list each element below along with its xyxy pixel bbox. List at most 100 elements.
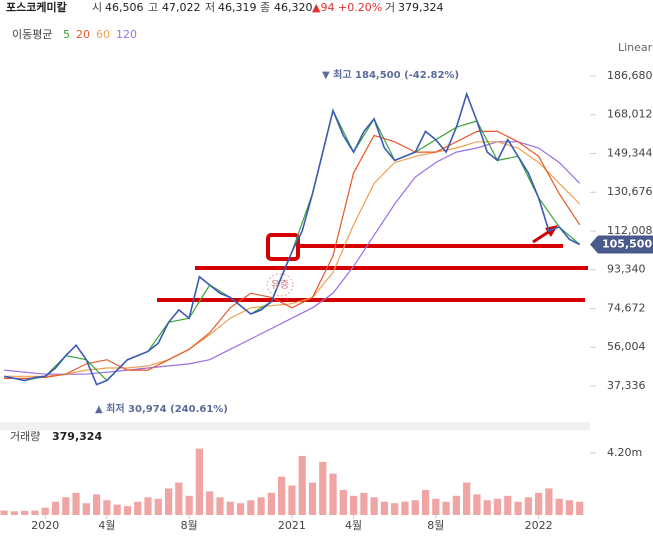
low: 46,319: [218, 1, 257, 14]
volume-bar: [247, 500, 255, 515]
volume-bar: [360, 492, 368, 515]
open-label: 시: [92, 1, 102, 14]
close: 46,320: [274, 1, 313, 14]
volume-bar: [10, 511, 19, 515]
volume-bar: [339, 489, 347, 515]
volume-bar: [308, 482, 317, 515]
y-tick-label: 37,336: [607, 379, 646, 392]
low-annotation: ▲ 최저 30,974 (240.61%): [95, 402, 228, 415]
y-tick-label: 112,008: [607, 224, 653, 237]
volume-bar: [545, 488, 553, 515]
price-line: [3, 91, 581, 386]
volume-bar: [185, 495, 193, 515]
volume-bar: [493, 498, 502, 515]
volume-bar: [349, 495, 358, 515]
volume-bar: [432, 498, 440, 515]
low-label: 저: [205, 1, 215, 14]
current-label: 105,500: [602, 238, 652, 251]
volume-bar: [226, 501, 234, 515]
volume-bar: [92, 494, 101, 515]
y-tick-label: 4.20m: [607, 446, 642, 459]
volume-bar: [504, 495, 512, 515]
volume-bar: [144, 497, 152, 515]
volume-bar: [421, 489, 430, 515]
x-tick-label: 4월: [345, 519, 362, 532]
volume-bar: [411, 500, 419, 515]
legend-entry: 20: [76, 28, 90, 41]
volume-bar: [103, 500, 111, 515]
legend-entry: 120: [116, 28, 137, 41]
x-tick-label: 2021: [278, 519, 306, 532]
volume-bar: [257, 497, 265, 515]
x-tick-label: 2022: [525, 519, 553, 532]
x-tick-label: 8월: [181, 519, 198, 532]
high-label: 고: [148, 1, 158, 14]
ma-title: 이동평균: [12, 28, 52, 41]
volume-bar: [31, 510, 39, 515]
note-annotation: 유증: [271, 279, 289, 291]
volume-title: 거래량: [10, 430, 40, 443]
volume-bar: [267, 492, 275, 515]
volume-bar: [62, 497, 70, 515]
y-tick-label: 130,676: [607, 185, 653, 198]
volume-bar: [51, 501, 60, 515]
volume-bar: [370, 497, 378, 515]
overlay: [157, 225, 588, 302]
divider: [0, 422, 590, 430]
volume-bar: [216, 497, 224, 515]
y-tick-label: 149,344: [607, 146, 653, 159]
change: ▲94: [312, 1, 334, 14]
x-tick-label: 4월: [98, 519, 115, 532]
volume-bar: [473, 494, 481, 515]
volume-bar: [164, 488, 173, 515]
volume-bar: [514, 501, 522, 515]
volume-bar: [391, 503, 399, 515]
volume-bar: [72, 492, 80, 515]
arrow: [532, 229, 551, 244]
volume-bar: [452, 495, 460, 515]
volume-bar: [154, 498, 162, 515]
volume-bar: [442, 501, 450, 515]
volume-bar: [206, 491, 214, 515]
volume-value: 379,324: [52, 430, 102, 443]
volume-bar: [134, 501, 142, 515]
volume-bar: [0, 510, 8, 515]
open: 46,506: [105, 1, 144, 14]
ma-line: [4, 130, 581, 379]
y-tick-label: 168,012: [607, 108, 653, 121]
volume-bar: [278, 476, 286, 515]
volume-bar: [483, 500, 491, 515]
volume-bar: [463, 482, 471, 515]
volume-bar: [82, 503, 90, 515]
volume-bar: [534, 492, 543, 515]
volume-bar: [175, 482, 183, 515]
y-tick-label: 186,680: [607, 69, 653, 82]
legend-entry: 5: [63, 28, 70, 41]
volume-bar: [21, 510, 29, 515]
volume-label: 거: [385, 1, 395, 14]
scale-label: Linear: [618, 41, 653, 54]
header: 포스코케미칼 시 46,506 고 47,022 저 46,319 종 46,3…: [6, 0, 653, 54]
volume-bar: [288, 485, 296, 515]
volume-bar: [380, 501, 389, 515]
change-pct: +0.20%: [338, 1, 382, 14]
note-marker: [266, 273, 294, 297]
high-annotation: ▼ 최고 184,500 (-42.82%): [322, 68, 459, 81]
legend-entry: 60: [96, 28, 110, 41]
volume-bar: [401, 501, 409, 515]
volume-bar: [319, 461, 327, 515]
volume-bar: [565, 500, 574, 515]
y-tick-label: 56,004: [607, 340, 646, 353]
volume-bar: [298, 455, 306, 515]
volume-bar: [555, 498, 563, 515]
volume: 379,324: [398, 1, 444, 14]
volume-bar: [329, 473, 337, 515]
y-tick-label: 74,672: [607, 301, 646, 314]
volume-bar: [236, 503, 245, 515]
volume-bar: [41, 507, 49, 515]
volume-bar: [524, 497, 532, 515]
close-label: 종: [260, 1, 270, 14]
volume-bar: [123, 506, 132, 515]
volume-bar: [195, 448, 204, 515]
